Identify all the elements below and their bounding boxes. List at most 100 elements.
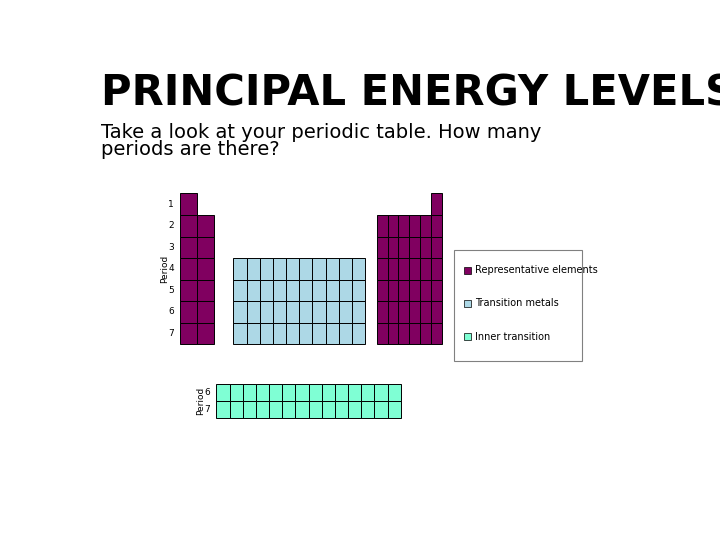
Bar (352, 301, 365, 323)
Bar (273, 323, 286, 345)
Bar (300, 323, 312, 345)
Bar (339, 301, 352, 323)
Text: 5: 5 (168, 286, 174, 295)
Bar (431, 193, 442, 215)
Bar (230, 401, 243, 418)
Bar (197, 258, 214, 280)
Bar (464, 300, 472, 307)
Bar (361, 401, 374, 418)
Bar (387, 384, 401, 401)
Bar (398, 301, 409, 323)
Bar (335, 384, 348, 401)
Bar (377, 237, 387, 258)
Bar (243, 401, 256, 418)
Bar (398, 280, 409, 301)
Bar (269, 384, 282, 401)
Bar (312, 301, 325, 323)
Bar (431, 258, 442, 280)
Bar (464, 267, 472, 274)
Bar (260, 280, 273, 301)
Bar (246, 258, 260, 280)
Bar (300, 301, 312, 323)
Bar (339, 258, 352, 280)
Bar (420, 258, 431, 280)
Text: Period: Period (160, 255, 169, 283)
Bar (409, 301, 420, 323)
Bar (398, 323, 409, 345)
Bar (309, 401, 322, 418)
Bar (269, 401, 282, 418)
Bar (398, 215, 409, 237)
Bar (431, 237, 442, 258)
Text: Period: Period (197, 387, 205, 415)
Bar (197, 323, 214, 345)
Bar (256, 384, 269, 401)
Bar (398, 258, 409, 280)
Bar (197, 215, 214, 237)
Text: 3: 3 (168, 243, 174, 252)
Bar (377, 301, 387, 323)
Bar (246, 301, 260, 323)
Bar (387, 237, 398, 258)
Text: periods are there?: periods are there? (101, 140, 279, 159)
Bar (256, 401, 269, 418)
Text: PRINCIPAL ENERGY LEVELS: PRINCIPAL ENERGY LEVELS (101, 72, 720, 114)
Bar (409, 237, 420, 258)
Bar (325, 280, 339, 301)
Bar (282, 384, 295, 401)
Bar (322, 401, 335, 418)
Bar (295, 384, 309, 401)
Bar (246, 323, 260, 345)
Bar (339, 323, 352, 345)
Bar (309, 384, 322, 401)
Bar (409, 215, 420, 237)
Bar (300, 258, 312, 280)
Bar (387, 215, 398, 237)
Bar (339, 280, 352, 301)
Bar (420, 301, 431, 323)
Bar (409, 323, 420, 345)
Text: Inner transition: Inner transition (475, 332, 550, 342)
Bar (361, 384, 374, 401)
Bar (335, 401, 348, 418)
Bar (377, 258, 387, 280)
Bar (273, 280, 286, 301)
Text: Take a look at your periodic table. How many: Take a look at your periodic table. How … (101, 123, 541, 141)
Bar (420, 323, 431, 345)
Bar (420, 237, 431, 258)
Text: 7: 7 (168, 329, 174, 338)
Bar (387, 258, 398, 280)
Bar (377, 323, 387, 345)
Bar (230, 384, 243, 401)
Bar (282, 401, 295, 418)
Bar (387, 323, 398, 345)
Bar (409, 280, 420, 301)
Bar (420, 280, 431, 301)
Bar (233, 323, 246, 345)
Bar (180, 215, 197, 237)
Text: 1: 1 (168, 200, 174, 208)
Bar (431, 215, 442, 237)
Text: 6: 6 (204, 388, 210, 397)
Bar (387, 401, 401, 418)
Bar (233, 301, 246, 323)
Bar (325, 323, 339, 345)
Bar (233, 258, 246, 280)
Bar (312, 323, 325, 345)
Bar (312, 280, 325, 301)
Bar (180, 280, 197, 301)
Bar (377, 280, 387, 301)
Bar (273, 301, 286, 323)
Bar (286, 323, 300, 345)
Bar (260, 301, 273, 323)
Bar (387, 280, 398, 301)
Bar (197, 237, 214, 258)
Bar (216, 401, 230, 418)
Bar (233, 280, 246, 301)
Bar (352, 323, 365, 345)
Bar (260, 258, 273, 280)
Bar (180, 301, 197, 323)
Bar (180, 323, 197, 345)
Bar (197, 301, 214, 323)
Bar (374, 401, 387, 418)
